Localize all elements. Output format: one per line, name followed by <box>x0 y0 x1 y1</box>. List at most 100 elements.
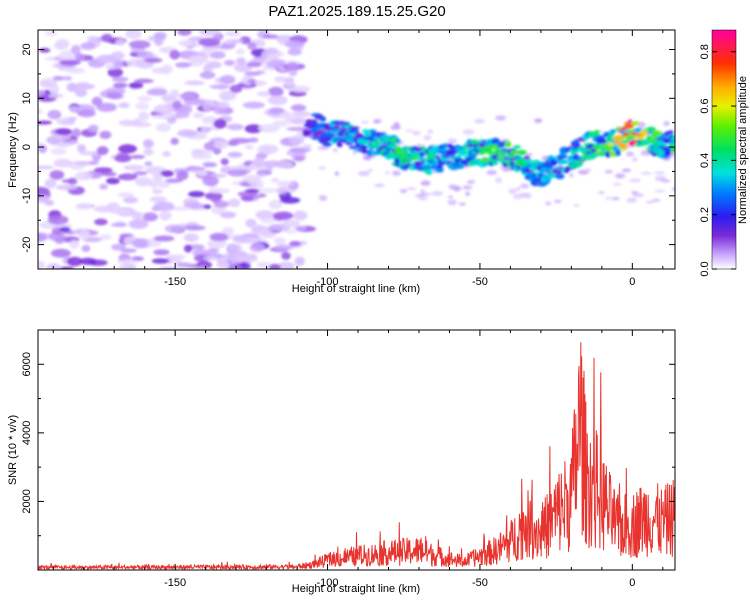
heatmap-cell <box>629 178 641 183</box>
heatmap-cell <box>268 107 285 115</box>
x-tick-label: 0 <box>629 276 635 288</box>
colorbar-ticks: 0.0 0.2 0.4 0.6 0.8 <box>699 44 736 277</box>
heatmap-cell <box>199 30 221 37</box>
heatmap-cell <box>431 190 443 197</box>
heatmap-cell <box>662 138 673 144</box>
heatmap-cell <box>456 154 462 158</box>
heatmap-cell <box>94 167 113 174</box>
x-tick-label: 0 <box>629 577 635 589</box>
heatmap-cell <box>599 143 608 147</box>
heatmap-cell <box>286 62 299 71</box>
heatmap-cell <box>195 265 207 269</box>
heatmap-cell <box>229 137 251 144</box>
heatmap-cell <box>424 165 432 170</box>
heatmap-cell <box>416 143 422 148</box>
heatmap-cell <box>47 215 69 225</box>
heatmap-cell <box>303 123 309 127</box>
heatmap-cell <box>654 190 666 193</box>
heatmap-cell <box>207 238 227 249</box>
heatmap-cell <box>277 261 295 269</box>
heatmap-cell <box>485 150 493 155</box>
heatmap-cell <box>546 167 554 171</box>
heatmap-cell <box>594 130 600 135</box>
heatmap-cell <box>409 156 417 160</box>
heatmap-cell <box>215 101 230 109</box>
heatmap-cell <box>646 138 652 142</box>
heatmap-cell <box>242 101 265 109</box>
heatmap-cell <box>153 32 167 39</box>
heatmap-cell <box>333 135 340 139</box>
heatmap-cell <box>184 166 206 171</box>
heatmap-cell <box>151 114 173 119</box>
heatmap-cell <box>293 210 308 221</box>
heatmap-cell <box>463 151 469 155</box>
heatmap-cell <box>310 121 318 126</box>
heatmap-cell <box>255 210 275 220</box>
heatmap-cell <box>209 232 229 242</box>
heatmap-cell <box>203 204 212 210</box>
heatmap-cell <box>49 84 60 94</box>
heatmap-cell <box>341 136 348 140</box>
heatmap-cell <box>661 179 671 183</box>
heatmap-cell <box>219 75 236 85</box>
heatmap-cell <box>436 164 443 169</box>
heatmap-cell <box>508 188 517 194</box>
heatmap-cell <box>631 190 638 195</box>
heatmap-cell <box>660 155 670 159</box>
heatmap-cell <box>557 154 568 159</box>
heatmap-cell <box>263 47 279 55</box>
heatmap-cell <box>159 211 172 220</box>
heatmap-cell <box>653 142 660 147</box>
heatmap-cell <box>264 160 281 168</box>
x-tick-label: -50 <box>472 577 488 589</box>
heatmap-cell <box>219 211 237 219</box>
heatmap-cell <box>512 145 522 149</box>
heatmap-cell <box>524 153 533 156</box>
heatmap-cell <box>334 171 339 176</box>
heatmap-cell <box>395 138 401 144</box>
heatmap-cell <box>142 212 158 222</box>
heatmap-cell <box>283 78 295 87</box>
heatmap-cell <box>671 187 675 191</box>
heatmap-cell <box>96 102 117 112</box>
heatmap-cell <box>494 177 503 184</box>
heatmap-cell <box>391 170 401 176</box>
heatmap-cell <box>158 266 178 269</box>
heatmap-cell <box>47 93 64 98</box>
heatmap-cell <box>532 166 537 170</box>
heatmap-cell <box>668 142 675 146</box>
heatmap-cell <box>155 123 171 133</box>
heatmap-cell <box>322 142 332 147</box>
heatmap-cell <box>462 185 473 191</box>
heatmap-cell <box>367 169 373 172</box>
heatmap-cell <box>123 165 145 171</box>
heatmap-cell <box>294 225 307 231</box>
heatmap-cell <box>235 48 245 55</box>
heatmap-cell <box>38 260 46 269</box>
heatmap-cell <box>203 162 218 168</box>
heatmap-cell <box>128 82 144 89</box>
heatmap-cell <box>144 57 163 63</box>
heatmap-cell <box>462 129 475 135</box>
heatmap-cell <box>440 158 446 162</box>
heatmap-cell <box>596 152 608 157</box>
heatmap-cell <box>631 132 637 136</box>
heatmap-cell <box>508 154 516 158</box>
heatmap-x-axis-label: Height of straight line (km) <box>292 283 420 295</box>
heatmap-cell <box>317 125 326 129</box>
heatmap-cell <box>578 146 583 150</box>
heatmap-cell <box>670 147 675 153</box>
heatmap-cell <box>87 35 99 43</box>
heatmap-cell <box>495 115 507 121</box>
heatmap-cell <box>99 234 112 240</box>
heatmap-cell <box>607 142 615 146</box>
heatmap-cell <box>652 198 661 202</box>
heatmap-cell <box>180 104 193 114</box>
heatmap-cell <box>59 67 81 72</box>
heatmap-cell <box>410 152 420 158</box>
heatmap-cell <box>615 149 621 157</box>
heatmap-cell <box>227 169 247 177</box>
heatmap-cell <box>74 171 93 181</box>
heatmap-cell <box>258 124 280 133</box>
heatmap-cell <box>107 67 124 78</box>
